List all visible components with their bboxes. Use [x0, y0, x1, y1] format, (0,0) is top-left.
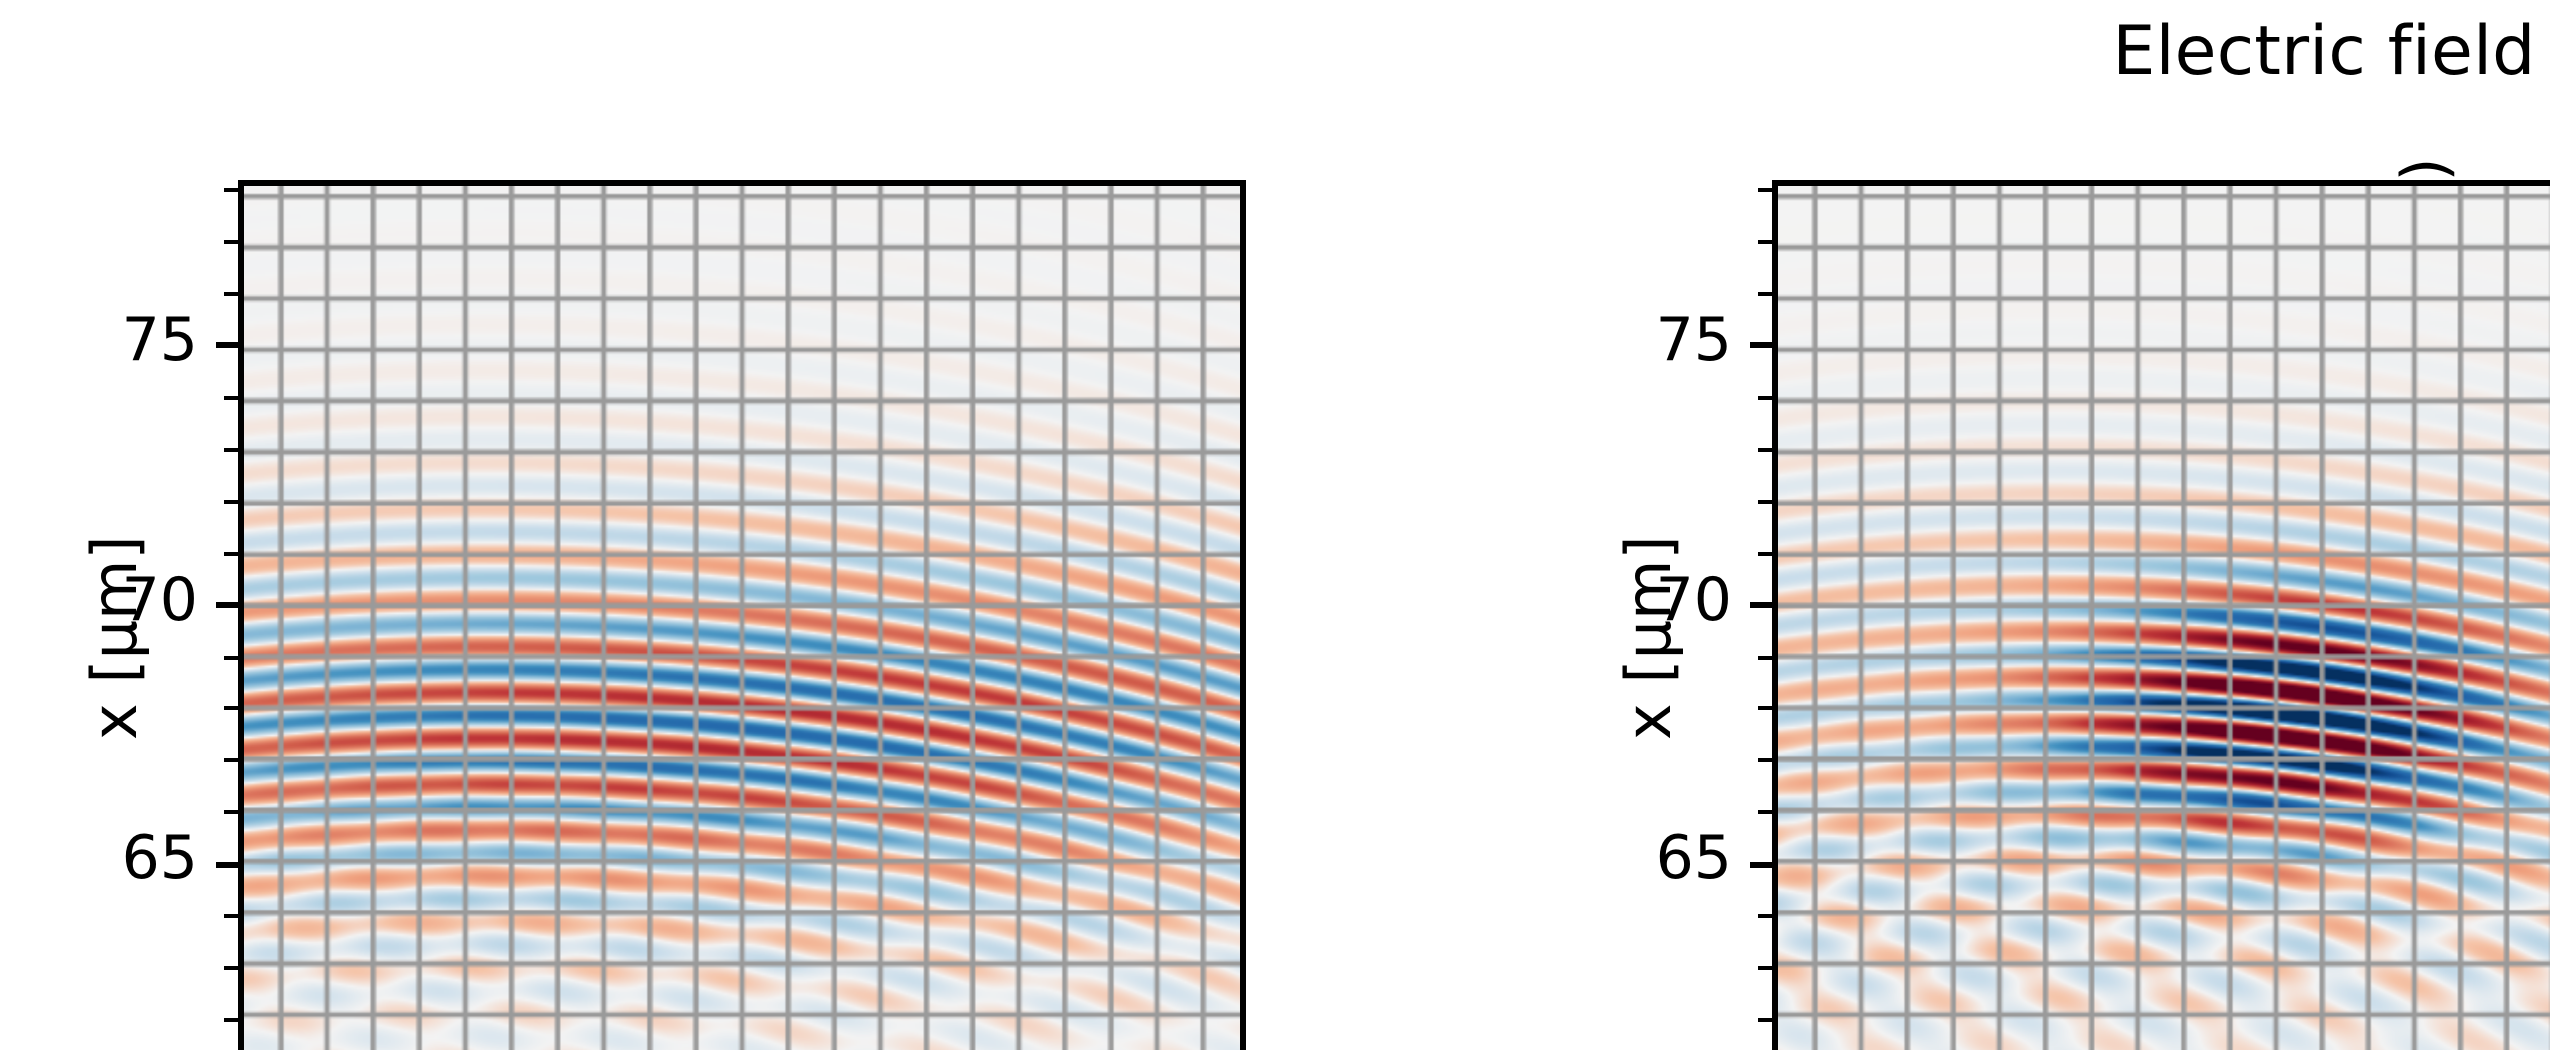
y-tick-major [1750, 342, 1772, 349]
heatmap-ex [244, 186, 1240, 1050]
figure-title-prefix: Electric field at [2112, 12, 2550, 92]
y-tick-minor [224, 447, 238, 452]
y-tick-minor [1758, 810, 1772, 815]
y-tick-minor [224, 395, 238, 400]
y-tick-minor [224, 499, 238, 504]
y-tick-minor [224, 706, 238, 711]
y-tick-minor [224, 1018, 238, 1023]
y-axis-label-ey: x [μm] [1614, 535, 1686, 740]
y-tick-minor [224, 292, 238, 297]
colorbar-label-ex-suffix: ) [2390, 157, 2462, 182]
y-tick-minor [224, 810, 238, 815]
y-tick-major [1750, 861, 1772, 868]
y-tick-minor [1758, 706, 1772, 711]
y-tick-minor [224, 914, 238, 919]
y-tick-minor [1758, 655, 1772, 660]
y-tick-label: 75 [1655, 305, 1732, 376]
y-tick-label: 70 [121, 565, 198, 636]
y-tick-major [216, 342, 238, 349]
y-tick-minor [1758, 240, 1772, 245]
y-tick-minor [224, 551, 238, 556]
y-tick-major [216, 602, 238, 609]
y-tick-minor [224, 188, 238, 193]
y-tick-minor [1758, 1018, 1772, 1023]
y-tick-minor [224, 966, 238, 971]
y-tick-label: 65 [1655, 824, 1732, 895]
heatmap-ey [1778, 186, 2550, 1050]
y-tick-minor [224, 758, 238, 763]
y-tick-minor [1758, 447, 1772, 452]
y-tick-minor [1758, 551, 1772, 556]
axes-ey[interactable] [1772, 180, 2550, 1050]
y-tick-label: 65 [121, 824, 198, 895]
y-tick-minor [1758, 966, 1772, 971]
y-tick-minor [224, 240, 238, 245]
axes-ex[interactable] [238, 180, 1246, 1050]
y-tick-major [1750, 602, 1772, 609]
y-tick-minor [1758, 292, 1772, 297]
y-tick-label: 70 [1655, 565, 1732, 636]
y-tick-minor [1758, 758, 1772, 763]
y-tick-major [216, 861, 238, 868]
y-tick-minor [1758, 914, 1772, 919]
y-tick-minor [1758, 395, 1772, 400]
y-tick-minor [1758, 188, 1772, 193]
figure-title: Electric field at t = 261 fs [0, 12, 2550, 92]
y-axis-label-ex: x [μm] [80, 535, 152, 740]
y-tick-label: 75 [121, 305, 198, 376]
y-tick-minor [224, 655, 238, 660]
y-tick-minor [1758, 499, 1772, 504]
